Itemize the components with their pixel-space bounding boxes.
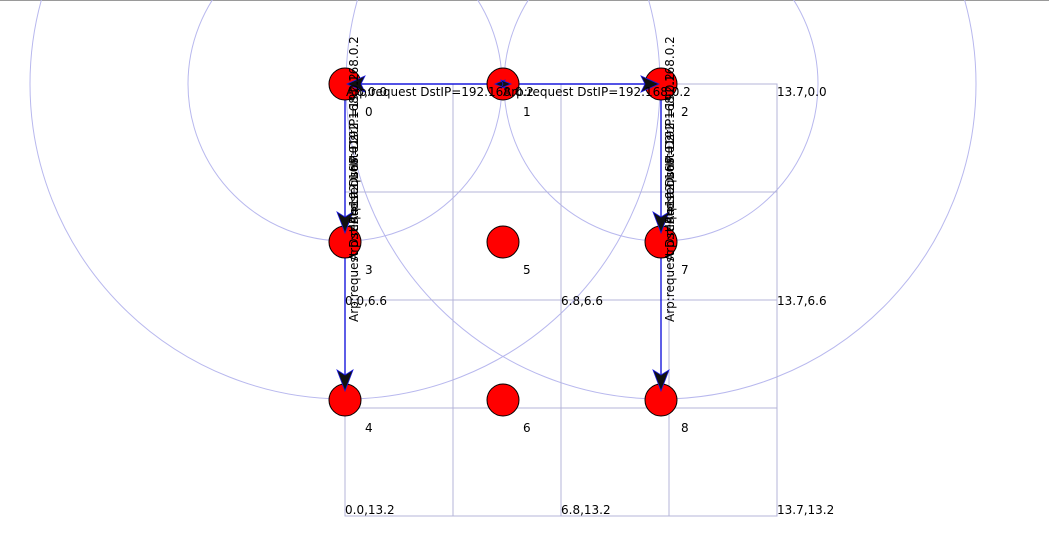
node-label: 7 — [681, 263, 689, 277]
arrowhead-to-node-0 — [346, 75, 366, 93]
arrowhead-to-node-7 — [652, 211, 670, 235]
grid-labels: 0.0,0.0 13.7,0.0 0.0,6.6 6.8,6.6 13.7,6.… — [345, 85, 834, 517]
node-labels: 0 1 2 3 5 7 4 6 8 — [365, 105, 689, 435]
node-label: 8 — [681, 421, 689, 435]
arrowhead-node-1-right — [500, 79, 513, 89]
range-circles — [29, 0, 977, 400]
message-label: Arp:request DstIP=192.168.0.2 — [663, 36, 677, 224]
grid-label: 6.8,6.6 — [561, 294, 603, 308]
node-label: 2 — [681, 105, 689, 119]
node-6[interactable] — [486, 383, 520, 417]
grid-label: 13.7,0.0 — [777, 85, 827, 99]
nodes — [328, 67, 678, 417]
message-label: Arp:request DstIP=192.168.0.2 — [347, 73, 361, 261]
arrow-heads — [336, 75, 670, 393]
arrowhead-to-node-4 — [336, 369, 354, 393]
grid-label: 6.8,13.2 — [561, 503, 611, 517]
message-labels: Arp:request DstIP=192.168.0.2 Arp:reques… — [346, 36, 691, 322]
node-label: 4 — [365, 421, 373, 435]
node-label: 6 — [523, 421, 531, 435]
arrowhead-to-node-3 — [336, 211, 354, 235]
links — [344, 83, 662, 400]
arrowhead-to-node-2 — [640, 75, 660, 93]
message-label: Arp:request DstIP=192.168.0.2 — [503, 85, 691, 99]
node-label: 0 — [365, 105, 373, 119]
message-label: Arp:request DstIP=192.168.0.2 — [346, 85, 534, 99]
grid-label: 0.0,13.2 — [345, 503, 395, 517]
grid-label: 13.7,13.2 — [777, 503, 834, 517]
node-label: 5 — [523, 263, 531, 277]
message-label: Arp:request DstIP=192.168.0.2 — [663, 73, 677, 261]
window-top-border — [0, 0, 1049, 1]
node-label: 3 — [365, 263, 373, 277]
message-label: Arp:request DstIP=192.168.0.2 — [663, 134, 677, 322]
grid-label: 13.7,6.6 — [777, 294, 827, 308]
node-label: 1 — [523, 105, 531, 119]
arrowhead-to-node-8 — [652, 369, 670, 393]
message-label: Arp:request DstIP=192.168.0.2 — [347, 134, 361, 322]
message-label: Arp:request DstIP=192.168.0.2 — [347, 36, 361, 224]
node-5[interactable] — [486, 225, 520, 259]
grid-label: 0.0,6.6 — [345, 294, 387, 308]
